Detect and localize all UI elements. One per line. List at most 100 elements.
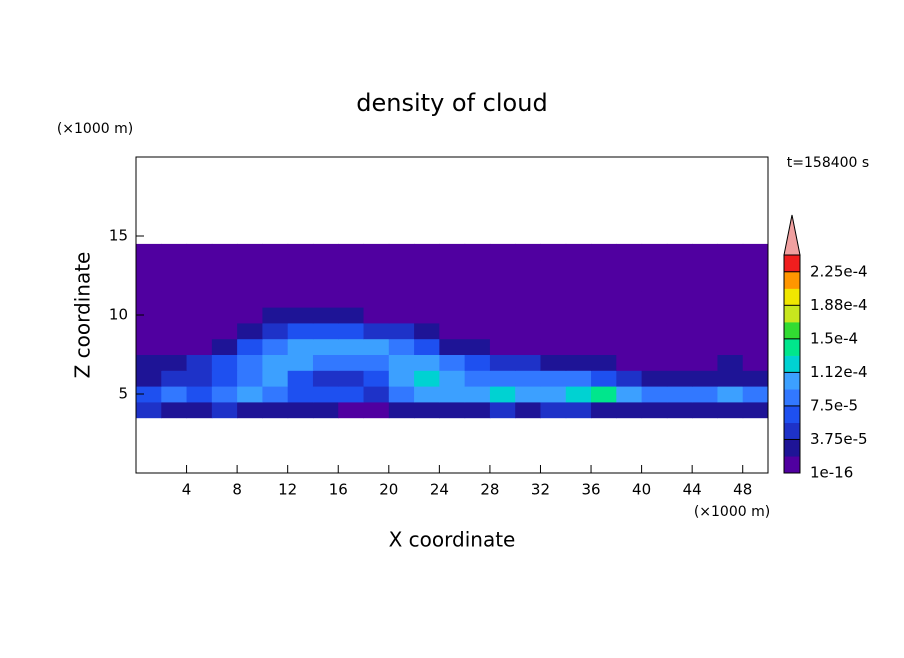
contour-cell: [338, 386, 365, 403]
contour-cell: [742, 338, 769, 355]
contour-cell: [186, 243, 213, 261]
contour-cell: [287, 275, 314, 292]
contour-cell: [591, 401, 617, 419]
x-tick-label: 12: [278, 481, 297, 499]
contour-cell: [666, 322, 693, 340]
contour-cell: [262, 275, 289, 292]
contour-cell: [591, 322, 617, 340]
contour-cell: [616, 259, 643, 276]
colorbar-band: [784, 456, 800, 474]
contour-cell: [388, 275, 415, 292]
contour-cell: [363, 307, 390, 324]
contour-cell: [489, 259, 516, 276]
y-axis-label: Z coordinate: [71, 252, 95, 379]
contour-cell: [414, 322, 440, 340]
contour-cell: [186, 322, 213, 340]
contour-cell: [388, 291, 415, 308]
contour-cell: [237, 275, 263, 292]
contour-cell: [464, 291, 491, 308]
contour-cell: [464, 354, 491, 371]
contour-cell: [565, 322, 592, 340]
contour-cell: [666, 338, 693, 355]
contour-cell: [287, 338, 314, 355]
contour-cell: [439, 370, 466, 387]
contour-cell: [338, 243, 365, 261]
colorbar-band: [784, 255, 800, 273]
contour-cell: [338, 370, 365, 387]
contour-cell: [717, 275, 744, 292]
contour-cell: [565, 370, 592, 387]
contour-cell: [540, 322, 567, 340]
contour-cell: [186, 338, 213, 355]
contour-cell: [388, 338, 415, 355]
contour-cell: [439, 275, 466, 292]
contour-cell: [262, 354, 289, 371]
contour-cell: [312, 275, 339, 292]
x-axis-label: X coordinate: [389, 528, 516, 552]
contour-cell: [388, 243, 415, 261]
contour-cell: [338, 307, 365, 324]
colorbar-band: [784, 338, 800, 356]
contour-cell: [464, 401, 491, 419]
contour-cell: [287, 386, 314, 403]
contour-cell: [489, 354, 516, 371]
contour-cell: [641, 259, 668, 276]
contour-cell: [363, 275, 390, 292]
contour-cell: [211, 401, 238, 419]
contour-cell: [591, 259, 617, 276]
contour-cell: [591, 338, 617, 355]
contour-cell: [414, 401, 440, 419]
contour-cell: [616, 243, 643, 261]
contour-cell: [312, 386, 339, 403]
contour-cell: [262, 386, 289, 403]
contour-cell: [211, 307, 238, 324]
contour-cell: [742, 307, 769, 324]
contour-cell: [211, 338, 238, 355]
contour-cell: [211, 275, 238, 292]
contour-cell: [161, 401, 188, 419]
contour-cell: [161, 259, 188, 276]
contour-cell: [312, 243, 339, 261]
contour-cell: [515, 291, 541, 308]
contour-cell: [616, 386, 643, 403]
contour-cell: [692, 386, 718, 403]
contour-cell: [591, 386, 617, 403]
colorbar-tick-label: 3.75e-5: [810, 430, 868, 448]
contour-cell: [666, 275, 693, 292]
contour-cell: [186, 291, 213, 308]
contour-cell: [363, 370, 390, 387]
contour-cell: [464, 259, 491, 276]
contour-cell: [565, 291, 592, 308]
contour-cell: [489, 243, 516, 261]
contour-cell: [591, 291, 617, 308]
contour-cell: [388, 386, 415, 403]
colorbar-band: [784, 439, 800, 457]
contour-cell: [489, 370, 516, 387]
contour-cell: [414, 338, 440, 355]
contour-cell: [540, 354, 567, 371]
contour-cell: [540, 386, 567, 403]
contour-cell: [439, 354, 466, 371]
contour-cell: [464, 275, 491, 292]
y-tick-label: 5: [118, 385, 128, 403]
contour-cell: [136, 243, 162, 261]
contour-cell: [136, 354, 162, 371]
contour-cell: [414, 370, 440, 387]
contour-cell: [237, 243, 263, 261]
contour-cell: [388, 401, 415, 419]
contour-cell: [414, 275, 440, 292]
contour-cell: [515, 370, 541, 387]
colorbar-band: [784, 305, 800, 323]
contour-cell: [287, 401, 314, 419]
x-unit: (×1000 m): [694, 504, 770, 520]
contour-cell: [388, 370, 415, 387]
contour-cell: [717, 401, 744, 419]
colorbar-band: [784, 372, 800, 390]
contour-cell: [742, 386, 769, 403]
contour-cell: [186, 307, 213, 324]
contour-cell: [489, 401, 516, 419]
contour-cell: [515, 275, 541, 292]
contour-cell: [414, 354, 440, 371]
contour-cell: [666, 401, 693, 419]
contour-cell: [287, 354, 314, 371]
